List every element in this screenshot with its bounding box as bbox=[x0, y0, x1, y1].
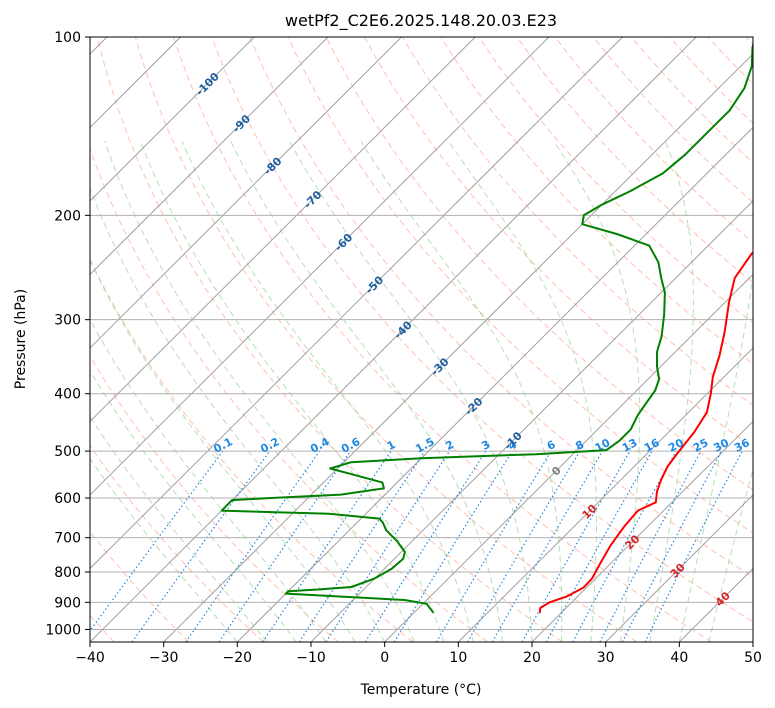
x-tick-label: 50 bbox=[744, 650, 762, 666]
y-tick-label: 700 bbox=[54, 531, 81, 547]
dry-adiabat-line bbox=[478, 37, 753, 324]
isotherm-line bbox=[457, 347, 753, 642]
temperature-line bbox=[538, 251, 753, 614]
x-tick-label: 40 bbox=[670, 650, 688, 666]
isotherm-line bbox=[90, 37, 402, 349]
mixing-ratio-line bbox=[90, 450, 224, 632]
dry-adiabat-line bbox=[134, 37, 638, 642]
mixing-ratio-line bbox=[393, 450, 513, 642]
y-tick-label: 500 bbox=[54, 444, 81, 460]
y-tick-label: 300 bbox=[54, 313, 81, 329]
isotherm-line bbox=[90, 37, 623, 570]
mixing-ratio-line bbox=[572, 450, 677, 642]
mixing-ratio-label: 13 bbox=[620, 436, 640, 455]
x-tick-label: −10 bbox=[296, 650, 326, 666]
isotherm-line bbox=[90, 37, 255, 202]
isotherm-line bbox=[384, 273, 753, 642]
dry-adiabat-line bbox=[363, 37, 753, 449]
mixing-ratio-line bbox=[262, 450, 392, 642]
isotherm-line bbox=[90, 37, 697, 642]
mixing-ratio-line bbox=[185, 450, 321, 642]
mixing-ratio-line bbox=[521, 450, 631, 642]
mixing-ratio-label: 30 bbox=[711, 436, 731, 455]
mixing-ratio-line bbox=[364, 450, 487, 642]
x-tick-label: 0 bbox=[380, 650, 389, 666]
y-tick-label: 1000 bbox=[45, 622, 81, 638]
pressure-gridlines bbox=[90, 37, 753, 630]
y-tick-label: 200 bbox=[54, 208, 81, 224]
dry-adiabat-line bbox=[325, 37, 753, 491]
y-tick-label: 100 bbox=[54, 30, 81, 46]
mixing-ratio-line bbox=[218, 450, 351, 642]
dry-adiabat-line bbox=[90, 445, 264, 642]
x-tick-label: 10 bbox=[449, 650, 467, 666]
dry-adiabat-line bbox=[249, 37, 753, 578]
mixing-ratio-line bbox=[325, 450, 451, 642]
y-tick-label: 800 bbox=[54, 565, 81, 581]
mixing-ratio-label: 36 bbox=[732, 436, 752, 455]
x-tick-label: −30 bbox=[149, 650, 179, 666]
dry-adiabat-line bbox=[96, 37, 563, 642]
x-tick-label: −20 bbox=[223, 650, 253, 666]
isotherm-line bbox=[163, 53, 753, 642]
isotherm-line bbox=[531, 420, 753, 642]
dry-adiabat-line bbox=[90, 258, 414, 642]
y-tick-label: 900 bbox=[54, 595, 81, 611]
isotherm-line bbox=[90, 37, 329, 276]
y-axis-label: Pressure (hPa) bbox=[13, 289, 29, 389]
mixing-ratio-line bbox=[131, 450, 271, 642]
chart-title: wetPf2_C2E6.2025.148.20.03.E23 bbox=[285, 11, 557, 31]
dry-adiabat-line bbox=[402, 37, 753, 407]
x-axis-label: Temperature (°C) bbox=[360, 682, 482, 698]
plot-frame bbox=[89, 36, 754, 643]
y-tick-label: 400 bbox=[54, 387, 81, 403]
isotherm-line bbox=[90, 37, 550, 496]
mixing-ratio-label: 25 bbox=[691, 436, 711, 455]
dry-adiabat-line bbox=[631, 37, 753, 164]
dry-adiabat-line bbox=[211, 37, 753, 623]
mixing-ratio-label: 16 bbox=[642, 436, 662, 455]
mixing-ratio-line bbox=[298, 450, 426, 642]
isotherm-line bbox=[90, 37, 476, 423]
mixing-ratio-line bbox=[545, 450, 653, 642]
profile-series bbox=[220, 41, 753, 614]
axis-ticks: −40 −30 −20 −10 0 10 20 30 40 50 100 200 300 400 500 60… bbox=[45, 30, 762, 666]
x-tick-label: −40 bbox=[75, 650, 105, 666]
x-tick-label: 20 bbox=[523, 650, 541, 666]
isotherm-line bbox=[310, 200, 753, 642]
y-tick-label: 600 bbox=[54, 491, 81, 507]
dewpoint-line bbox=[220, 41, 753, 614]
isotherm-line bbox=[605, 494, 753, 642]
x-tick-label: 30 bbox=[597, 650, 615, 666]
mixing-ratio-line bbox=[644, 450, 743, 642]
isotherm-line bbox=[236, 126, 753, 642]
